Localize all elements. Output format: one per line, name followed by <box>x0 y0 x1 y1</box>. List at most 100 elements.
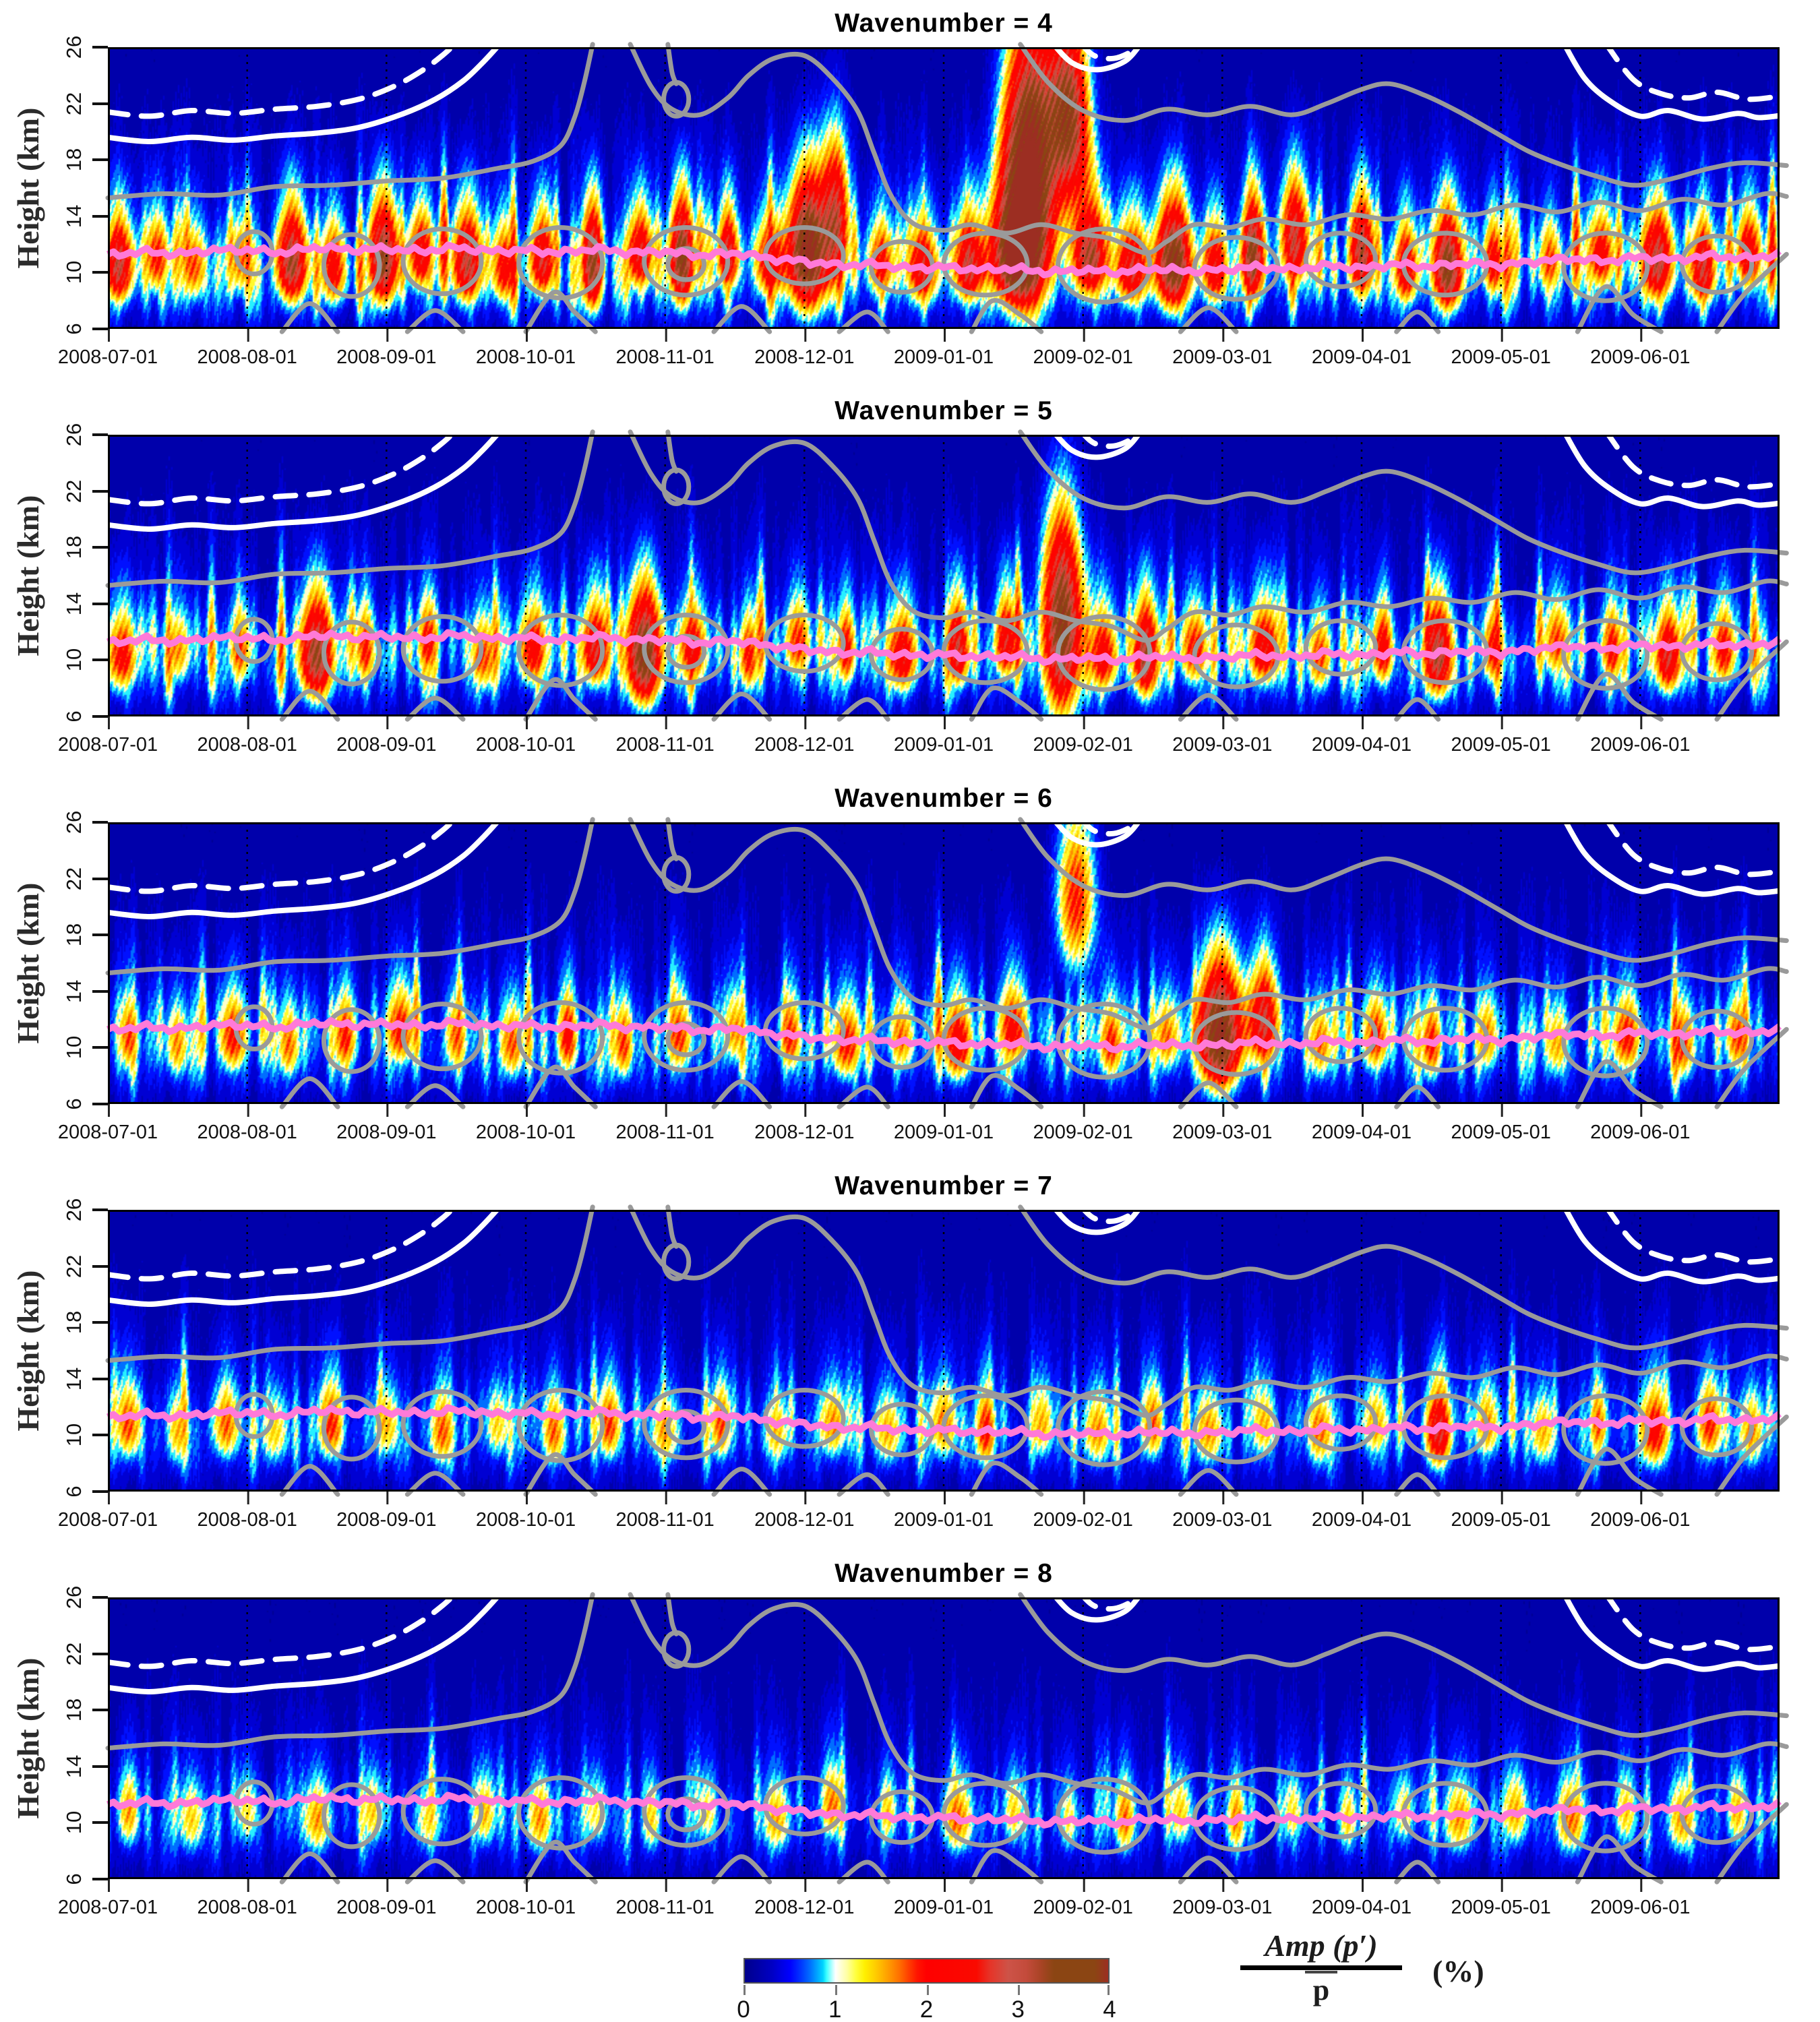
colorbar-tick-mark <box>1108 1985 1110 1995</box>
y-tick-label: 18 <box>62 535 86 559</box>
colorbar <box>744 1958 1110 1984</box>
x-tick-label: 2009-04-01 <box>1311 1509 1412 1531</box>
y-tick-label: 10 <box>62 648 86 672</box>
white-contours <box>105 427 1790 532</box>
colorbar-tick-mark <box>744 1985 746 1995</box>
y-tick-mark <box>92 989 108 993</box>
x-tick-label: 2008-09-01 <box>336 734 437 756</box>
x-tick-label: 2008-10-01 <box>475 1897 576 1918</box>
fraction-bar <box>1240 1965 1402 1970</box>
y-tick-mark <box>92 1490 108 1493</box>
y-tick-mark <box>92 489 108 493</box>
x-tick-label: 2008-08-01 <box>197 346 297 368</box>
plot-border <box>108 1597 1780 1879</box>
colorbar-formula-label: Amp (p′) p <box>1234 1929 1409 2007</box>
x-tick-label: 2008-11-01 <box>615 346 715 368</box>
y-tick-mark <box>92 933 108 937</box>
chart-panel-wavenumber-4: Wavenumber = 4 Height (km) 26 22 18 14 10 6 20… <box>0 9 1820 368</box>
tropopause-pink-line <box>106 241 1782 278</box>
y-tick-label: 10 <box>62 261 86 284</box>
x-axis-ticks <box>108 1104 1643 1117</box>
x-tick-label: 2008-07-01 <box>57 1122 158 1143</box>
y-tick-mark <box>92 214 108 218</box>
x-tick-label: 2008-09-01 <box>336 346 437 368</box>
y-tick-label: 10 <box>62 1811 86 1835</box>
y-tick-label: 18 <box>62 1698 86 1722</box>
x-axis-ticks <box>108 329 1643 342</box>
y-tick-mark <box>92 46 108 49</box>
y-tick-mark <box>92 433 108 436</box>
tropopause-pink-line <box>106 629 1782 666</box>
x-tick-label: 2008-07-01 <box>57 734 158 756</box>
x-tick-label: 2009-02-01 <box>1033 1897 1133 1918</box>
month-gridlines <box>246 435 1641 716</box>
y-tick-label: 14 <box>62 1754 86 1779</box>
contour-overlay <box>105 40 1790 342</box>
x-tick-label: 2009-02-01 <box>1033 1509 1133 1531</box>
panel-title: Wavenumber = 7 <box>835 1171 1053 1200</box>
colorbar-tick-label: 2 <box>919 1996 934 2022</box>
y-tick-mark <box>92 158 108 162</box>
colorbar-tick-mark <box>835 1985 837 1995</box>
y-tick-mark <box>92 546 108 549</box>
y-tick-label: 22 <box>62 1254 86 1278</box>
x-tick-label: 2009-03-01 <box>1172 1509 1273 1531</box>
formula-numerator: Amp (p′) <box>1265 1928 1378 1963</box>
x-tick-label: 2009-03-01 <box>1172 734 1273 756</box>
y-tick-mark <box>92 328 108 330</box>
y-tick-label: 22 <box>62 867 86 890</box>
month-gridlines <box>246 1210 1641 1492</box>
y-tick-label: 18 <box>62 148 86 172</box>
colorbar-tick-label: 3 <box>1011 1996 1025 2022</box>
y-tick-mark <box>92 1596 108 1599</box>
contour-overlay <box>105 1202 1790 1504</box>
y-tick-label: 22 <box>62 479 86 503</box>
x-tick-label: 2009-04-01 <box>1311 1122 1412 1143</box>
y-tick-mark <box>92 877 108 880</box>
tropopause-pink-line <box>106 1791 1782 1829</box>
x-tick-label: 2009-05-01 <box>1451 734 1551 756</box>
x-tick-label: 2009-02-01 <box>1033 1122 1133 1143</box>
x-tick-label: 2009-05-01 <box>1451 1122 1551 1143</box>
white-contours <box>105 815 1790 919</box>
y-axis-label: Height (km) <box>11 1270 45 1432</box>
panel-title: Wavenumber = 6 <box>835 784 1053 813</box>
x-tick-label: 2009-06-01 <box>1590 1509 1691 1531</box>
chart-panel-wavenumber-5: Wavenumber = 5 Height (km) 26 22 18 14 10 6 20… <box>0 396 1820 756</box>
x-tick-label: 2009-03-01 <box>1172 1122 1273 1143</box>
contour-overlay <box>105 815 1790 1117</box>
y-tick-label: 6 <box>62 1485 86 1498</box>
x-tick-label: 2008-09-01 <box>336 1122 437 1143</box>
x-tick-label: 2009-06-01 <box>1590 346 1691 368</box>
y-tick-label: 14 <box>62 204 86 228</box>
y-tick-mark <box>92 1046 108 1049</box>
panel-title: Wavenumber = 4 <box>835 9 1053 38</box>
formula-units: (%) <box>1432 1954 1484 1988</box>
x-tick-label: 2008-10-01 <box>475 1509 576 1531</box>
x-tick-label: 2009-04-01 <box>1311 1897 1412 1918</box>
x-tick-label: 2009-05-01 <box>1451 1897 1551 1918</box>
y-axis-label: Height (km) <box>11 495 45 656</box>
y-axis-label: Height (km) <box>11 1657 45 1819</box>
y-tick-mark <box>92 1709 108 1712</box>
y-tick-label: 14 <box>62 592 86 616</box>
contour-overlay <box>105 1590 1790 1892</box>
plot-border <box>108 435 1780 716</box>
x-tick-label: 2008-07-01 <box>57 346 158 368</box>
y-tick-mark <box>92 821 108 824</box>
x-tick-label: 2008-08-01 <box>197 1897 297 1918</box>
y-tick-label: 26 <box>62 423 86 447</box>
y-tick-label: 10 <box>62 1423 86 1447</box>
y-tick-mark <box>92 1103 108 1105</box>
x-tick-label: 2009-04-01 <box>1311 734 1412 756</box>
x-axis-ticks <box>108 1879 1643 1892</box>
y-tick-label: 10 <box>62 1036 86 1060</box>
y-tick-label: 18 <box>62 923 86 947</box>
x-axis-ticks <box>108 716 1643 729</box>
x-tick-label: 2008-07-01 <box>57 1509 158 1531</box>
x-tick-label: 2009-01-01 <box>893 346 994 368</box>
colorbar-tick-label: 1 <box>828 1996 842 2022</box>
y-tick-label: 6 <box>62 1873 86 1885</box>
gray-contours <box>105 817 1789 1109</box>
